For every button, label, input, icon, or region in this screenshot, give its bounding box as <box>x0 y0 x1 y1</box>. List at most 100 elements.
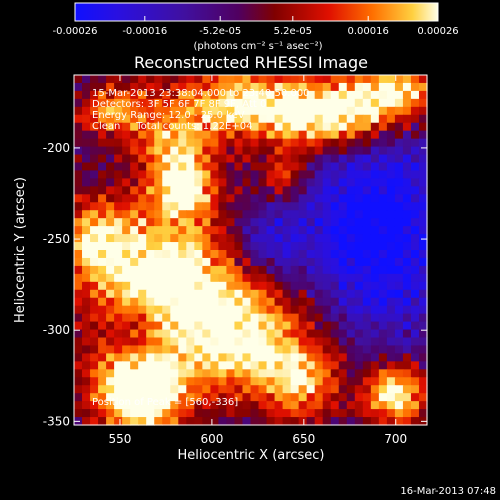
heatmap-cell <box>106 250 115 259</box>
heatmap-cell <box>74 186 83 195</box>
heatmap-cell <box>242 106 252 116</box>
heatmap-cell <box>226 202 236 211</box>
heatmap-cell <box>114 202 123 211</box>
heatmap-cell <box>410 313 420 323</box>
heatmap-cell <box>250 114 260 124</box>
heatmap-cell <box>106 90 115 100</box>
heatmap-cell <box>242 289 252 299</box>
heatmap-cell <box>242 122 252 132</box>
heatmap-cell <box>106 417 115 426</box>
heatmap-cell <box>98 297 107 307</box>
heatmap-cell <box>210 75 220 84</box>
heatmap-cell <box>386 122 396 132</box>
heatmap-cell <box>122 90 131 100</box>
heatmap-cell <box>106 321 115 331</box>
heatmap-cell <box>210 250 220 259</box>
heatmap-cell <box>146 98 155 108</box>
heatmap-cell <box>218 170 228 179</box>
heatmap-cell <box>274 210 284 219</box>
heatmap-cell <box>210 281 220 291</box>
heatmap-cell <box>250 186 260 195</box>
heatmap-cell <box>114 297 123 307</box>
heatmap-cell <box>202 178 211 187</box>
heatmap-cell <box>362 289 372 299</box>
heatmap-cell <box>402 106 412 116</box>
heatmap-cell <box>250 409 260 418</box>
heatmap-cell <box>354 329 364 339</box>
heatmap-cell <box>242 154 252 164</box>
y-tick-label: -250 <box>43 232 70 246</box>
heatmap-cell <box>242 337 252 347</box>
heatmap-cell <box>82 226 91 235</box>
heatmap-cell <box>370 146 380 156</box>
heatmap-cell <box>106 369 115 378</box>
heatmap-cell <box>274 353 284 362</box>
heatmap-cell <box>266 114 276 124</box>
heatmap-cell <box>202 122 211 132</box>
heatmap-cell <box>170 281 179 291</box>
heatmap-cell <box>178 329 187 339</box>
heatmap-cell <box>394 345 404 354</box>
heatmap-cell <box>178 170 187 179</box>
heatmap-cell <box>178 242 187 251</box>
heatmap-cell <box>330 257 340 267</box>
heatmap-cell <box>130 369 139 378</box>
heatmap-cell <box>282 234 292 243</box>
heatmap-cell <box>98 321 107 331</box>
heatmap-cell <box>82 393 91 402</box>
heatmap-cell <box>106 226 115 235</box>
heatmap-cell <box>202 273 211 283</box>
heatmap-cell <box>266 82 276 92</box>
heatmap-cell <box>218 369 228 378</box>
heatmap-cell <box>218 154 228 164</box>
heatmap-cell <box>194 393 203 402</box>
heatmap-cell <box>114 377 123 386</box>
heatmap-cell <box>362 281 372 291</box>
heatmap-cell <box>402 337 412 347</box>
heatmap-cell <box>338 361 348 370</box>
heatmap-cell <box>418 234 428 243</box>
heatmap-cell <box>226 122 236 132</box>
heatmap-cell <box>410 154 420 164</box>
heatmap-cell <box>122 114 131 124</box>
heatmap-cell <box>298 369 308 378</box>
annotation-energy-range: Energy Range: 12.0 - 25.0 keV <box>92 110 245 121</box>
heatmap-cell <box>298 385 308 394</box>
heatmap-cell <box>410 273 420 283</box>
heatmap-cell <box>418 305 428 315</box>
heatmap-cell <box>122 313 131 323</box>
heatmap-cell <box>418 114 428 124</box>
heatmap-cell <box>418 130 428 140</box>
heatmap-cell <box>210 401 220 410</box>
heatmap-cell <box>154 162 163 172</box>
heatmap-cell <box>274 170 284 179</box>
heatmap-cell <box>338 202 348 211</box>
heatmap-cell <box>138 138 147 148</box>
heatmap-cell <box>154 329 163 339</box>
heatmap-cell <box>394 226 404 235</box>
heatmap-cell <box>178 178 187 187</box>
heatmap-cell <box>202 75 211 84</box>
heatmap-cell <box>282 377 292 386</box>
heatmap-cell <box>386 98 396 108</box>
heatmap-cell <box>330 218 340 227</box>
heatmap-cell <box>218 265 228 275</box>
heatmap-cell <box>266 273 276 283</box>
heatmap-cell <box>290 369 300 378</box>
heatmap-cell <box>322 313 332 323</box>
heatmap-cell <box>146 178 155 187</box>
heatmap-cell <box>250 321 260 331</box>
heatmap-cell <box>306 313 316 323</box>
annotation-detectors: Detectors: 3F 5F 6F 7F 8F 9F, Att 0 <box>92 99 266 110</box>
heatmap-cell <box>178 234 187 243</box>
heatmap-cell <box>402 409 412 418</box>
heatmap-cell <box>250 75 260 84</box>
heatmap-cell <box>90 106 99 116</box>
heatmap-cell <box>138 114 147 124</box>
heatmap-cell <box>386 377 396 386</box>
heatmap-cell <box>306 122 316 132</box>
heatmap-cell <box>202 417 211 426</box>
heatmap-cell <box>386 345 396 354</box>
heatmap-cell <box>98 75 107 84</box>
heatmap-cell <box>410 146 420 156</box>
